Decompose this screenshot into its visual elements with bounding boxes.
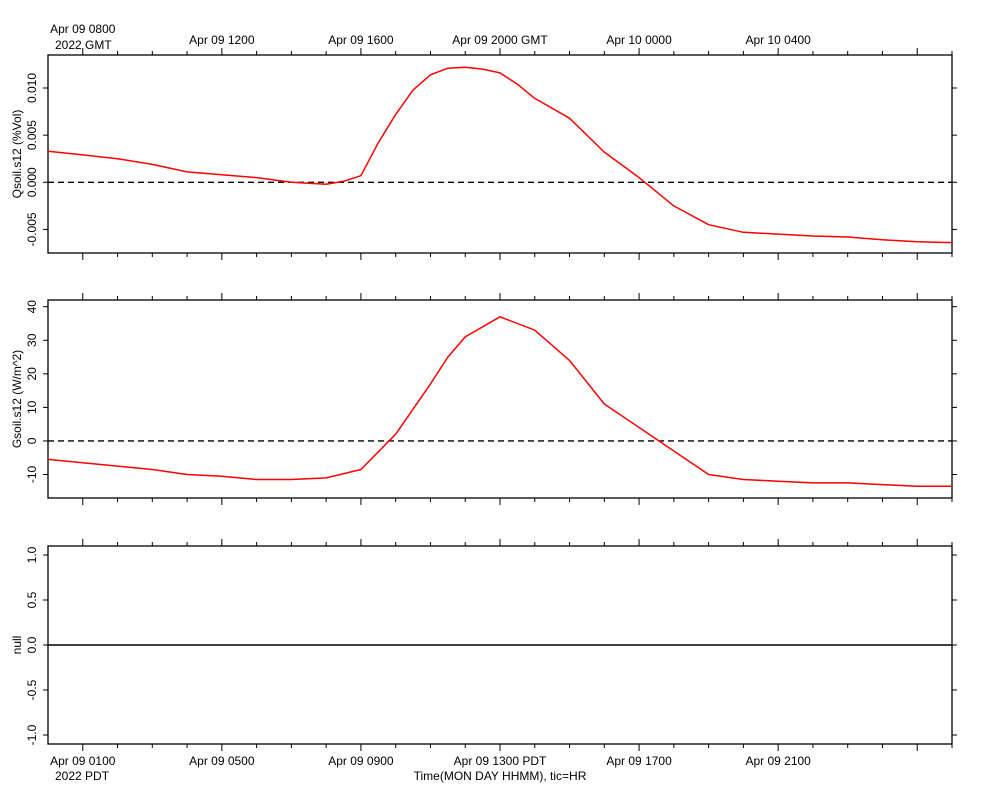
bottom-axis-year-label: 2022 PDT — [55, 769, 110, 783]
bottom-x-tick-label: Apr 09 2100 — [745, 754, 811, 768]
y-axis-title: Qsoil.s12 (%Vol) — [10, 110, 24, 199]
bottom-x-tick-label: Apr 09 1700 — [606, 754, 672, 768]
y-tick-label: 0 — [25, 437, 39, 444]
top-x-tick-label: Apr 09 0800 — [50, 22, 116, 36]
y-tick-label: 0.5 — [25, 591, 39, 608]
series-lines — [47, 66, 953, 646]
top-x-tick-label: Apr 09 2000 GMT — [452, 33, 548, 47]
y-tick-label: 0.005 — [25, 120, 39, 150]
y-axis-title: null — [10, 636, 24, 655]
top-x-tick-label: Apr 09 1200 — [189, 33, 255, 47]
y-axis-title: Gsoil.s12 (W/m^2) — [10, 350, 24, 448]
data-series-line — [47, 66, 953, 244]
top-x-tick-label: Apr 10 0000 — [606, 33, 672, 47]
y-tick-label: 20 — [25, 367, 39, 381]
y-tick-label: 0.0 — [25, 636, 39, 653]
top-x-tick-label: Apr 10 0400 — [745, 33, 811, 47]
y-tick-label: 30 — [25, 333, 39, 347]
top-axis-year-label: 2022 GMT — [55, 38, 112, 52]
y-tick-label: 1.0 — [25, 546, 39, 563]
y-tick-label: 10 — [25, 400, 39, 414]
bottom-x-tick-label: Apr 09 0100 — [50, 754, 116, 768]
y-tick-label: 0.010 — [25, 73, 39, 103]
x-axis-title: Time(MON DAY HHMM), tic=HR — [414, 769, 587, 783]
bottom-x-tick-label: Apr 09 0900 — [328, 754, 394, 768]
top-x-tick-label: Apr 09 1600 — [328, 33, 394, 47]
bottom-x-tick-label: Apr 09 1300 PDT — [454, 754, 547, 768]
y-tick-label: 40 — [25, 300, 39, 314]
panel-2-frame — [47, 299, 953, 499]
y-tick-label: -0.005 — [25, 212, 39, 246]
panel-1-frame — [47, 54, 953, 254]
data-series-line — [47, 316, 952, 488]
axis-text: 2022 GMT 2022 PDT Time(MON DAY HHMM), ti… — [10, 22, 811, 783]
y-tick-label: -10 — [25, 466, 39, 484]
y-tick-label: 0.000 — [25, 167, 39, 197]
y-tick-label: -1.0 — [25, 724, 39, 745]
y-tick-label: -0.5 — [25, 679, 39, 700]
bottom-x-tick-label: Apr 09 0500 — [189, 754, 255, 768]
